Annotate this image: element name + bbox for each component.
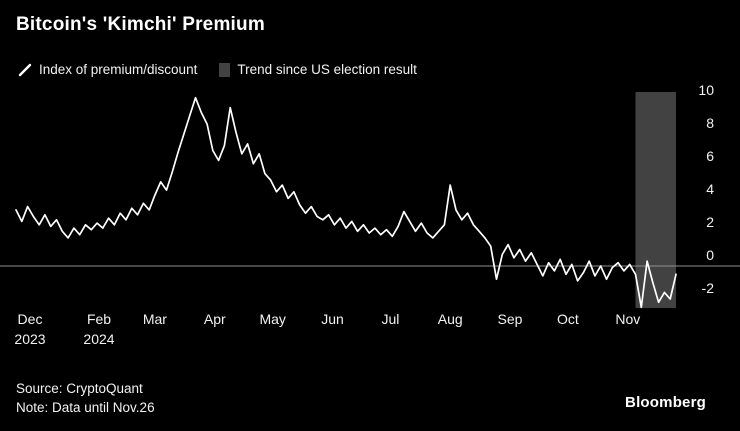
series-line [15, 96, 677, 309]
source-note: Source: CryptoQuant [16, 381, 143, 396]
x-axis-tick-label: May [259, 311, 285, 327]
data-note: Note: Data until Nov.26 [16, 400, 155, 415]
bloomberg-logo: Bloomberg [625, 394, 706, 411]
election-trend-band [635, 92, 676, 308]
legend-label-election-trend: Trend since US election result [237, 62, 417, 77]
y-axis-tick-label: 8 [706, 115, 714, 131]
x-axis-tick-label: Jul [381, 311, 399, 327]
x-axis-tick-label: Jun [321, 311, 344, 327]
y-axis-tick-label: 6 [706, 148, 714, 164]
x-axis-tick-label: Apr [204, 311, 226, 327]
y-axis-tick-label: 2 [706, 214, 714, 230]
trend-band-marker-icon [219, 62, 231, 77]
x-axis-year-label: 2023 [14, 331, 45, 347]
premium-line-chart: 10 8 6 4 2 0 -2 Dec 2023 Feb 2024 Mar Apr May Jun Jul Au… [0, 82, 740, 347]
y-axis-tick-label: -2 [702, 280, 715, 296]
x-axis-tick-label: Oct [557, 311, 579, 327]
x-axis-tick-label: Dec [18, 311, 43, 327]
x-axis-tick-label: Mar [143, 311, 167, 327]
x-axis-tick-label: Aug [438, 311, 463, 327]
legend-label-premium-index: Index of premium/discount [39, 62, 198, 77]
legend-item-premium-index: Index of premium/discount [18, 62, 197, 77]
y-axis-tick-label: 4 [706, 181, 714, 197]
x-axis-year-label: 2024 [83, 331, 114, 347]
y-axis-tick-label: 10 [698, 82, 714, 98]
x-axis-tick-label: Nov [615, 311, 640, 327]
legend: Index of premium/discount Trend since US… [18, 62, 417, 77]
x-axis-tick-label: Feb [87, 311, 111, 327]
chart-title: Bitcoin's 'Kimchi' Premium [16, 14, 265, 35]
y-axis-tick-label: 0 [706, 247, 714, 263]
x-axis-tick-label: Sep [498, 311, 523, 327]
legend-item-election-trend: Trend since US election result [219, 62, 417, 77]
line-series-marker-icon [18, 63, 32, 76]
